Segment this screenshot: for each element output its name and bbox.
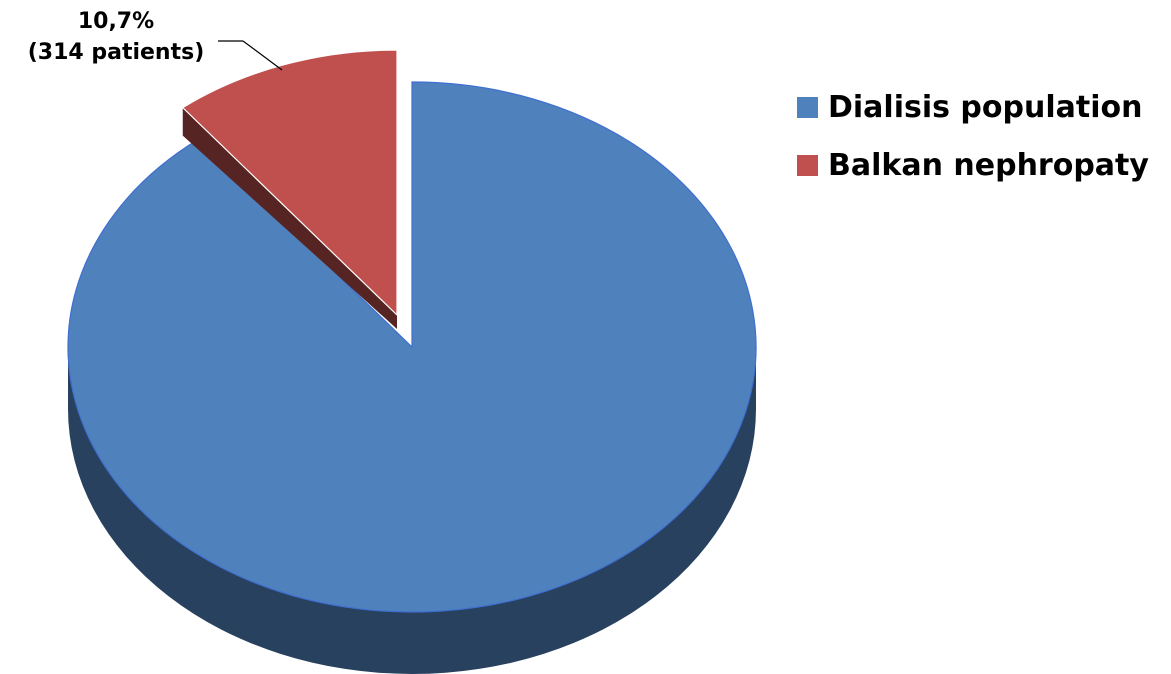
pie-slice-side bbox=[182, 107, 397, 329]
slice-count-label: (314 patients) bbox=[27, 40, 205, 65]
legend-swatch bbox=[797, 154, 818, 176]
pie-slice-side bbox=[68, 347, 756, 674]
legend-item-balkan-nephropaty: Balkan nephropaty bbox=[797, 144, 1149, 186]
slice-percent-label: 10,7% bbox=[77, 9, 155, 34]
pie-slice-dialisis-population bbox=[67, 81, 757, 613]
legend-swatch bbox=[797, 96, 818, 118]
pie-slice-balkan-nephropaty bbox=[181, 49, 398, 317]
slice-data-label: 10,7% (314 patients) bbox=[0, 6, 232, 68]
legend-label: Balkan nephropaty bbox=[828, 147, 1149, 183]
callout-leader-line bbox=[242, 40, 283, 71]
legend-label: Dialisis population bbox=[828, 89, 1143, 125]
legend-item-dialisis-population: Dialisis population bbox=[797, 86, 1149, 128]
legend: Dialisis population Balkan nephropaty bbox=[797, 86, 1149, 202]
